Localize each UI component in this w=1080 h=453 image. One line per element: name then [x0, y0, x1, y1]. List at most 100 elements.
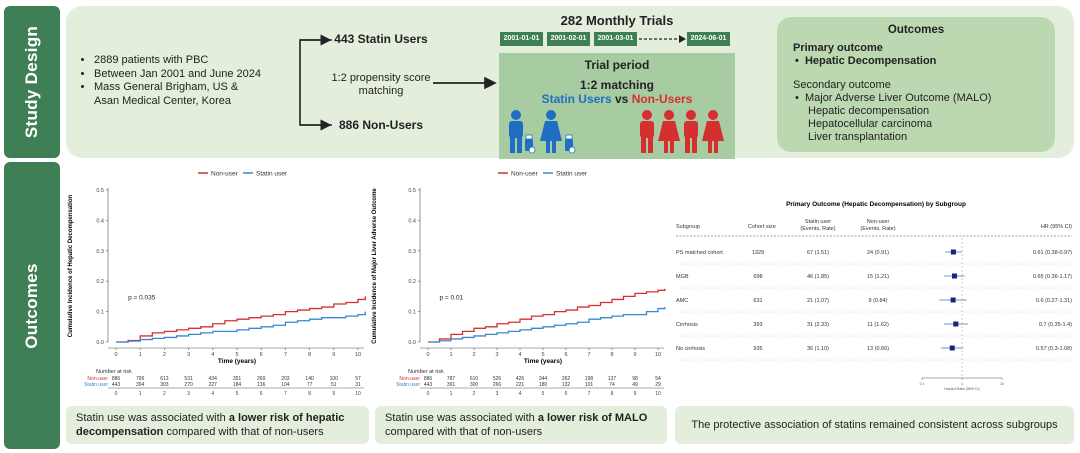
risk-value-statin: 101 [585, 382, 594, 388]
non-user-male-icon [640, 110, 654, 153]
forest-x-tick-label: 1 [961, 382, 963, 386]
risk-value-nonuser: 351 [233, 376, 242, 382]
row-statin: 46 (1.85) [807, 274, 829, 280]
bullet: 2889 patients with PBC [94, 54, 294, 68]
risk-value-statin: 227 [209, 382, 218, 388]
matching-text: 1:2 propensity score matching [331, 72, 431, 97]
non-user-female-icon [658, 110, 680, 153]
statin-users-count: 443 Statin Users [334, 32, 428, 46]
risk-x-tick-label: 5 [542, 391, 545, 397]
y-tick-label: 0.5 [408, 188, 416, 194]
x-tick-label: 2 [163, 352, 166, 358]
trial-period-box: Trial period 1:2 matching Statin Users v… [499, 53, 735, 159]
risk-value-statin: 49 [632, 382, 638, 388]
header-statin: Statin user [805, 219, 831, 225]
risk-x-tick-label: 4 [211, 391, 214, 397]
row-cohort-size: 698 [753, 274, 762, 280]
header-statin-sub: (Events, Rate) [800, 226, 835, 232]
row-subgroup: MGB [676, 274, 689, 280]
secondary-outcome-item: • Major Adverse Liver Outcome (MALO) [795, 92, 992, 104]
header-subgroup: Subgroup [676, 224, 700, 230]
row-subgroup: AMC [676, 298, 688, 304]
row-nonuser: 15 (1.21) [867, 274, 889, 280]
trial-groups: Statin Users vs Non-Users [499, 92, 735, 106]
risk-value-statin: 29 [655, 382, 661, 388]
row-subgroup: No cirrhosis [676, 346, 705, 352]
hr-point [953, 321, 959, 327]
risk-value-nonuser: 886 [112, 376, 121, 382]
conclusion-subgroups: The protective association of statins re… [675, 406, 1074, 444]
y-axis-title: Cumulative Incidence of Major Liver Adve… [372, 188, 378, 344]
trial-vs: vs [614, 92, 629, 106]
x-tick-label: 8 [610, 352, 613, 358]
risk-value-statin: 136 [257, 382, 266, 388]
header-nonuser-sub: (Events, Rate) [860, 226, 895, 232]
row-cohort-size: 631 [753, 298, 762, 304]
statin-user-female-icon [540, 110, 576, 154]
risk-x-tick-label: 3 [496, 391, 499, 397]
p-value: p = 0.01 [440, 294, 464, 301]
row-nonuser: 9 (0.84) [869, 298, 888, 304]
row-cohort-size: 1329 [752, 250, 764, 256]
x-tick-label: 7 [284, 352, 287, 358]
risk-value-nonuser: 796 [136, 376, 145, 382]
x-tick-label: 7 [587, 352, 590, 358]
trial-statin-label: Statin Users [541, 92, 612, 106]
secondary-subitem: Hepatocellular carcinoma [808, 118, 933, 130]
risk-x-tick-label: 1 [139, 391, 142, 397]
x-tick-label: 10 [655, 352, 661, 358]
patient-bullets: 2889 patients with PBC Between Jan 2001 … [80, 54, 294, 108]
risk-value-nonuser: 198 [585, 376, 594, 382]
curve-nonuser [116, 296, 366, 343]
non-users-count: 886 Non-Users [338, 118, 424, 132]
km-chart-malo: Non-user Statin user 0.0 0.1 0.2 0.3 0.4 0.5 0 1 2… [370, 164, 670, 402]
primary-outcome-item: • Hepatic Decompensation [795, 55, 937, 67]
risk-x-tick-label: 7 [588, 391, 591, 397]
risk-x-tick-label: 8 [308, 391, 311, 397]
y-tick-label: 0.5 [96, 188, 104, 194]
risk-label-statin: Statin user [84, 382, 108, 388]
x-tick-label: 1 [449, 352, 452, 358]
secondary-subitem: Liver transplantation [808, 131, 908, 143]
risk-x-tick-label: 2 [473, 391, 476, 397]
y-tick-label: 0.0 [96, 340, 104, 346]
risk-value-nonuser: 613 [160, 376, 169, 382]
risk-x-tick-label: 7 [284, 391, 287, 397]
risk-value-nonuser: 203 [281, 376, 290, 382]
header-nonuser: Non-user [867, 219, 890, 225]
forest-x-tick-label: 10 [1000, 382, 1004, 386]
y-tick-label: 0.1 [96, 310, 104, 316]
risk-value-statin: 104 [281, 382, 290, 388]
trial-period-title: Trial period [584, 58, 650, 72]
risk-value-nonuser: 54 [655, 376, 661, 382]
row-hr-text: 0.61 (0.38-0.97) [1033, 250, 1072, 256]
curve-statin [428, 307, 666, 343]
hr-point [952, 273, 958, 279]
monthly-trials-title: 282 Monthly Trials [560, 13, 674, 28]
risk-table-title: Number at risk [408, 369, 444, 375]
trial-non-label: Non-Users [631, 92, 693, 106]
curve-statin [116, 311, 366, 343]
risk-x-tick-label: 1 [450, 391, 453, 397]
risk-x-tick-label: 9 [332, 391, 335, 397]
risk-value-nonuser: 526 [493, 376, 502, 382]
row-subgroup: PS matched cohort [676, 250, 723, 256]
risk-value-statin: 31 [355, 382, 361, 388]
x-tick-label: 6 [564, 352, 567, 358]
row-cohort-size: 935 [753, 346, 762, 352]
risk-label-nonuser: Non-user [399, 376, 420, 382]
y-tick-label: 0.4 [96, 218, 104, 224]
date-chip: 2001-02-01 [547, 32, 590, 46]
hr-point [950, 249, 956, 255]
risk-x-tick-label: 0 [427, 391, 430, 397]
x-tick-label: 0 [114, 352, 117, 358]
risk-table-title: Number at risk [96, 369, 132, 375]
y-axis-title: Cumulative Incidence of Hepatic Decompen… [68, 194, 74, 337]
secondary-outcome-label: Secondary outcome [793, 79, 891, 91]
x-tick-label: 1 [139, 352, 142, 358]
people-icons [509, 110, 724, 154]
y-tick-label: 0.4 [408, 218, 416, 224]
forest-x-tick-label: 0.1 [920, 382, 925, 386]
forest-plot: Primary Outcome (Hepatic Decompensation)… [672, 190, 1076, 404]
